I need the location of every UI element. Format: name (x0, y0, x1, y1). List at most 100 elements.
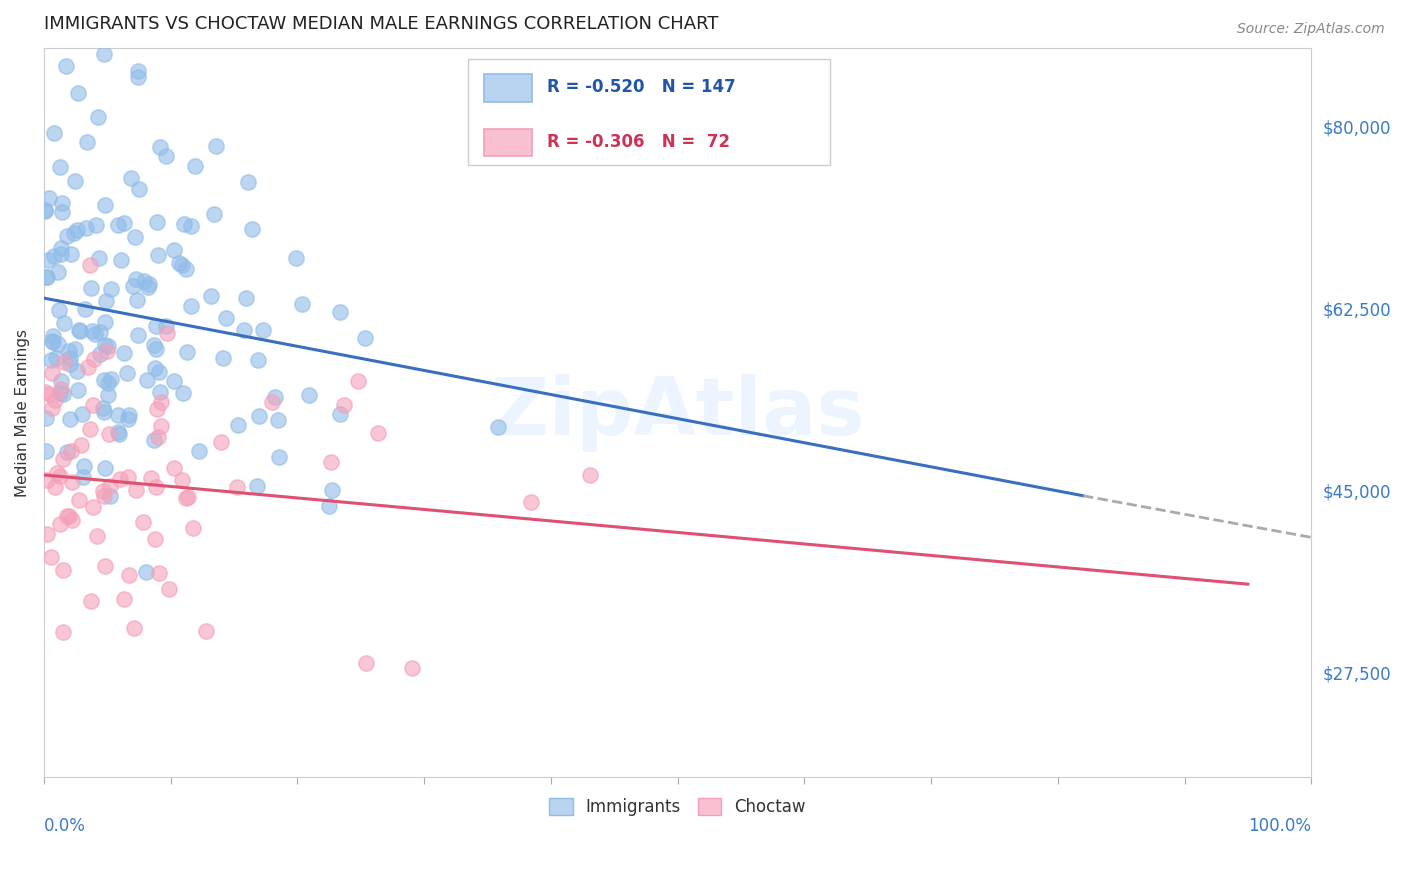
Point (212, 351, 235, 365)
Point (52, 355, 75, 369)
Point (176, 262, 198, 277)
Point (93, 489, 115, 503)
Point (72, 470, 94, 484)
Point (37, 253, 59, 268)
Point (83, 351, 105, 366)
Point (56, 508, 79, 523)
Point (176, 344, 198, 359)
FancyBboxPatch shape (468, 60, 830, 165)
Point (58, 343, 80, 358)
Point (42, 334, 65, 349)
Text: Source: ZipAtlas.com: Source: ZipAtlas.com (1237, 22, 1385, 37)
Point (149, 139, 172, 153)
Point (49, 517, 72, 532)
Point (38, 190, 60, 204)
Point (150, 395, 173, 409)
Point (44, 480, 66, 494)
Point (93, 373, 115, 387)
Point (41, 401, 63, 415)
Point (401, 660, 423, 674)
Point (163, 460, 186, 475)
Point (125, 483, 148, 497)
Point (89, 252, 111, 266)
Point (148, 365, 170, 379)
Point (136, 372, 159, 386)
Point (59, 351, 82, 366)
Point (117, 367, 139, 381)
Point (150, 419, 173, 434)
Point (79, 258, 101, 272)
Point (39, 352, 62, 367)
Bar (484, 74, 531, 102)
Point (49, 160, 72, 174)
Point (156, 326, 179, 340)
Point (97, 427, 120, 442)
Point (34, 202, 56, 217)
Point (60, 475, 83, 489)
Point (66, 87, 89, 101)
Point (120, 171, 142, 186)
Point (143, 532, 166, 546)
Point (107, 425, 129, 439)
Point (157, 582, 180, 596)
Point (44, 392, 66, 407)
Point (118, 568, 141, 582)
Point (180, 299, 202, 313)
Point (127, 70, 149, 85)
Point (135, 565, 157, 579)
Point (112, 591, 135, 606)
Point (252, 323, 274, 337)
Point (163, 243, 186, 257)
Point (80, 281, 103, 295)
Point (145, 480, 167, 494)
Point (91, 484, 114, 499)
Point (41, 366, 63, 380)
Text: IMMIGRANTS VS CHOCTAW MEDIAN MALE EARNINGS CORRELATION CHART: IMMIGRANTS VS CHOCTAW MEDIAN MALE EARNIN… (44, 15, 718, 33)
Point (60, 512, 83, 526)
Point (69, 324, 91, 338)
Point (35, 473, 58, 487)
Point (155, 319, 177, 334)
Point (65, 343, 87, 357)
Point (58, 508, 80, 523)
Point (77, 359, 100, 374)
Point (59, 411, 82, 425)
Point (51, 246, 73, 260)
Point (53, 316, 76, 330)
Point (142, 433, 165, 447)
Point (579, 467, 602, 482)
Point (51, 205, 73, 219)
Point (321, 483, 343, 497)
Point (155, 149, 177, 163)
Point (148, 566, 170, 580)
Point (66, 383, 89, 397)
Point (35, 270, 58, 285)
Text: ZipAtlas: ZipAtlas (491, 374, 865, 451)
Point (76, 136, 98, 150)
Point (284, 252, 307, 266)
Point (46, 466, 69, 480)
Point (136, 280, 159, 294)
Point (41, 334, 63, 348)
Text: 0.0%: 0.0% (44, 817, 86, 835)
Point (80, 593, 103, 607)
Point (215, 310, 238, 325)
Point (226, 480, 249, 494)
Point (329, 305, 352, 319)
Point (97, 339, 120, 353)
Point (128, 181, 150, 195)
Point (98, 489, 121, 503)
Point (49, 382, 72, 396)
Point (70, 438, 93, 452)
Point (146, 248, 169, 262)
Point (94, 559, 117, 574)
Point (356, 656, 378, 670)
Point (52, 387, 75, 401)
Point (100, 372, 122, 386)
Point (146, 215, 169, 229)
Point (35, 269, 58, 284)
Point (145, 318, 167, 333)
Point (141, 471, 163, 485)
Point (60, 247, 83, 261)
Point (180, 219, 202, 233)
